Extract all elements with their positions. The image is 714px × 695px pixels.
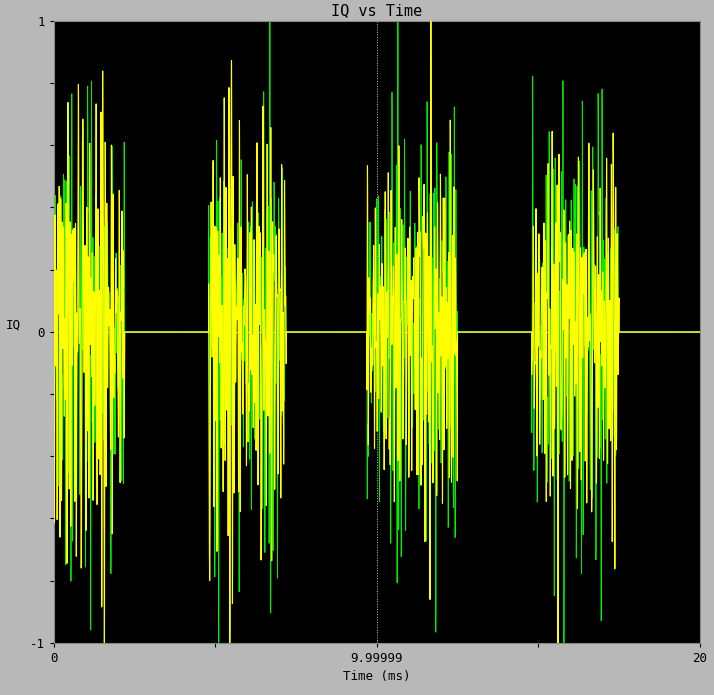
Title: IQ vs Time: IQ vs Time: [331, 3, 422, 18]
X-axis label: Time (ms): Time (ms): [343, 671, 411, 683]
Y-axis label: IQ: IQ: [6, 319, 21, 332]
